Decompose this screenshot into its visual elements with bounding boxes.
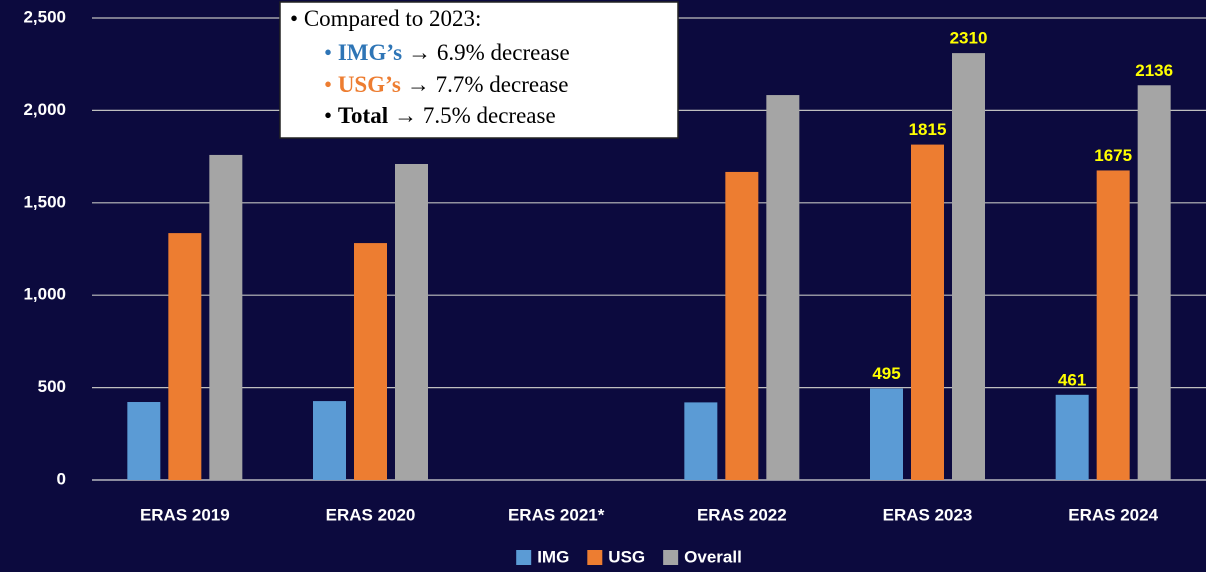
annotation-item: • Total → 7.5% decrease xyxy=(324,103,556,128)
value-label: 461 xyxy=(1058,370,1086,389)
bar xyxy=(168,233,202,480)
annotation: • Compared to 2023: • IMG’s → 6.9% decrea… xyxy=(279,1,679,139)
bar xyxy=(870,388,903,480)
legend-swatch xyxy=(516,550,532,565)
legend-label: USG xyxy=(608,547,645,566)
annotation-heading: • Compared to 2023: xyxy=(290,6,481,31)
x-tick-label: ERAS 2023 xyxy=(883,505,973,524)
bar xyxy=(354,243,387,480)
value-label: 1815 xyxy=(909,120,947,139)
annotation-item: • IMG’s → 6.9% decrease xyxy=(324,40,570,65)
x-tick-label: ERAS 2022 xyxy=(697,505,787,524)
value-label: 1675 xyxy=(1094,146,1132,165)
x-tick-label: ERAS 2020 xyxy=(326,505,416,524)
item-label: Total xyxy=(338,103,388,128)
y-tick-label: 1,500 xyxy=(23,192,66,211)
bar xyxy=(1055,394,1089,480)
legend-swatch xyxy=(587,550,603,565)
item-label: USG’s xyxy=(338,72,401,97)
annotation-item: • USG’s → 7.7% decrease xyxy=(324,72,568,97)
y-tick-label: 2,500 xyxy=(23,7,66,26)
bar xyxy=(1096,170,1130,480)
y-tick-label: 2,000 xyxy=(23,100,66,119)
annotation-box xyxy=(279,1,679,139)
bar xyxy=(684,402,718,480)
item-label: IMG’s xyxy=(338,40,402,65)
x-tick-label: ERAS 2024 xyxy=(1068,505,1158,524)
item-text: → 7.7% decrease xyxy=(407,72,569,97)
value-label: 2310 xyxy=(950,29,988,48)
legend-label: IMG xyxy=(537,547,569,566)
legend-swatch xyxy=(663,550,679,565)
item-text: → 6.9% decrease xyxy=(408,40,570,65)
bar xyxy=(209,154,243,480)
y-tick-label: 500 xyxy=(38,377,66,396)
bar xyxy=(911,144,944,480)
x-tick-label: ERAS 2019 xyxy=(140,505,230,524)
x-tick-label: ERAS 2021* xyxy=(508,505,605,524)
y-tick-label: 0 xyxy=(57,469,66,488)
bar xyxy=(725,171,759,480)
item-text: → 7.5% decrease xyxy=(394,103,556,128)
bar xyxy=(766,95,800,481)
bar xyxy=(1137,85,1171,480)
bar xyxy=(395,163,428,480)
y-tick-label: 1,000 xyxy=(23,285,66,304)
plot: 0 500 1,000 1,500 2,000 2,500 ERAS 2019 ERAS 20… xyxy=(23,7,1206,524)
legend-label: Overall xyxy=(684,547,742,566)
value-label: 2136 xyxy=(1135,61,1173,80)
bar xyxy=(952,53,985,480)
legend: IMG USG Overall xyxy=(516,547,742,566)
bar xyxy=(313,401,346,480)
bar xyxy=(127,402,161,480)
heading-text: Compared to 2023: xyxy=(304,6,482,31)
value-label: 495 xyxy=(872,364,900,383)
